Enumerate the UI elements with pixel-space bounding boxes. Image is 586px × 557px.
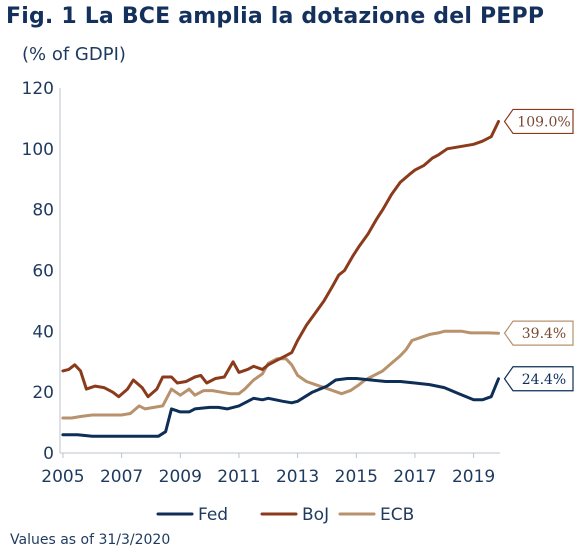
end-label-boj: 109.0%	[503, 108, 574, 135]
end-label-text: 24.4%	[522, 372, 566, 388]
end-label-text: 109.0%	[517, 114, 570, 130]
legend-label: BoJ	[302, 505, 329, 525]
y-tick-label: 0	[43, 444, 54, 464]
x-tick-label: 2017	[393, 467, 436, 487]
footnote: Values as of 31/3/2020	[10, 532, 171, 548]
x-tick-label: 2011	[217, 467, 260, 487]
end-label-ecb: 39.4%	[503, 320, 574, 346]
x-tick-label: 2007	[100, 467, 143, 487]
x-tick-label: 2019	[452, 467, 495, 487]
x-tick-label: 2015	[335, 467, 378, 487]
legend-label: Fed	[198, 505, 228, 525]
legend-item-boj: BoJ	[260, 505, 329, 525]
end-label-fed: 24.4%	[503, 366, 574, 392]
chart-legend: Fed BoJ ECB	[156, 505, 414, 525]
series-line-ecb	[61, 329, 500, 420]
y-tick-label: 80	[32, 201, 54, 221]
legend-item-ecb: ECB	[338, 505, 414, 525]
x-tick-label: 2009	[159, 467, 202, 487]
y-tick-label: 40	[32, 322, 54, 342]
end-label-text: 39.4%	[522, 326, 566, 342]
chart-end-labels: 24.4% 109.0% 39.4%	[503, 108, 574, 392]
legend-label: ECB	[380, 505, 414, 525]
series-line-boj	[61, 120, 500, 399]
chart-title: Fig. 1 La BCE amplia la dotazione del PE…	[6, 4, 545, 29]
y-tick-label: 20	[32, 383, 54, 403]
y-tick-label: 100	[22, 140, 54, 160]
series-line-fed	[61, 377, 500, 438]
x-tick-label: 2005	[41, 467, 84, 487]
chart-series-lines	[61, 120, 500, 438]
legend-item-fed: Fed	[156, 505, 228, 525]
y-tick-label: 120	[22, 79, 54, 99]
y-tick-label: 60	[32, 262, 54, 282]
y-axis-unit-label: (% of GDPI)	[22, 44, 126, 65]
x-tick-label: 2013	[276, 467, 319, 487]
chart-axes: 0 20 40 60 80 100 120 2005 2007 2009 2011 2013 2015 2…	[22, 79, 500, 487]
